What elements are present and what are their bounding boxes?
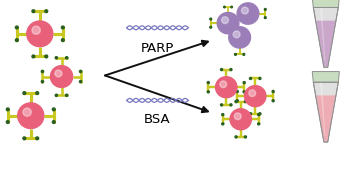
Circle shape bbox=[220, 104, 223, 106]
Text: BSA: BSA bbox=[144, 113, 171, 126]
Text: PARP: PARP bbox=[141, 41, 174, 55]
Circle shape bbox=[80, 70, 82, 73]
Circle shape bbox=[220, 81, 227, 88]
Circle shape bbox=[66, 94, 68, 96]
Circle shape bbox=[52, 121, 55, 123]
Circle shape bbox=[41, 70, 43, 73]
Circle shape bbox=[222, 17, 228, 23]
Circle shape bbox=[45, 10, 48, 13]
Circle shape bbox=[215, 77, 237, 98]
Circle shape bbox=[23, 92, 26, 95]
Circle shape bbox=[241, 7, 248, 14]
Circle shape bbox=[55, 94, 58, 96]
Circle shape bbox=[224, 6, 225, 8]
Circle shape bbox=[7, 108, 9, 111]
Circle shape bbox=[7, 121, 9, 123]
Circle shape bbox=[16, 39, 18, 41]
Circle shape bbox=[244, 86, 266, 107]
Circle shape bbox=[55, 70, 62, 77]
Circle shape bbox=[80, 80, 82, 83]
Circle shape bbox=[259, 113, 261, 115]
Polygon shape bbox=[316, 21, 336, 67]
Circle shape bbox=[18, 103, 44, 129]
Circle shape bbox=[222, 123, 224, 125]
Circle shape bbox=[258, 123, 260, 125]
Circle shape bbox=[222, 114, 224, 116]
Circle shape bbox=[259, 77, 261, 79]
Polygon shape bbox=[320, 8, 325, 61]
Circle shape bbox=[207, 82, 209, 84]
Circle shape bbox=[32, 26, 40, 34]
Circle shape bbox=[23, 108, 31, 116]
Circle shape bbox=[237, 3, 259, 24]
Circle shape bbox=[230, 109, 252, 130]
Circle shape bbox=[230, 69, 232, 70]
Circle shape bbox=[32, 10, 35, 13]
Circle shape bbox=[235, 136, 237, 138]
Circle shape bbox=[52, 108, 55, 111]
Circle shape bbox=[229, 27, 251, 48]
Circle shape bbox=[16, 26, 18, 29]
Circle shape bbox=[62, 26, 64, 29]
Circle shape bbox=[210, 26, 212, 28]
Circle shape bbox=[233, 31, 240, 38]
Circle shape bbox=[236, 90, 238, 93]
Polygon shape bbox=[312, 72, 340, 82]
Circle shape bbox=[236, 100, 238, 102]
Circle shape bbox=[230, 104, 232, 106]
Circle shape bbox=[45, 55, 48, 58]
Polygon shape bbox=[312, 0, 340, 7]
Circle shape bbox=[258, 114, 260, 116]
Circle shape bbox=[55, 57, 58, 59]
Circle shape bbox=[217, 12, 239, 34]
Circle shape bbox=[41, 80, 43, 83]
Circle shape bbox=[235, 101, 237, 103]
Circle shape bbox=[234, 113, 241, 120]
Circle shape bbox=[249, 77, 252, 79]
Polygon shape bbox=[316, 95, 336, 141]
Circle shape bbox=[249, 90, 256, 96]
Polygon shape bbox=[313, 82, 338, 142]
Circle shape bbox=[207, 91, 209, 93]
Circle shape bbox=[62, 39, 64, 41]
Circle shape bbox=[249, 113, 252, 115]
Circle shape bbox=[243, 91, 245, 93]
Circle shape bbox=[244, 136, 247, 138]
Circle shape bbox=[264, 17, 266, 19]
Circle shape bbox=[220, 69, 223, 70]
Circle shape bbox=[27, 21, 53, 47]
Circle shape bbox=[231, 6, 232, 8]
Circle shape bbox=[36, 137, 39, 140]
Circle shape bbox=[272, 90, 274, 93]
Polygon shape bbox=[313, 7, 338, 67]
Circle shape bbox=[23, 137, 26, 140]
Circle shape bbox=[36, 92, 39, 95]
Circle shape bbox=[50, 66, 73, 87]
Circle shape bbox=[264, 9, 266, 10]
Circle shape bbox=[272, 100, 274, 102]
Circle shape bbox=[32, 55, 35, 58]
Circle shape bbox=[244, 101, 247, 103]
Circle shape bbox=[210, 18, 212, 20]
Circle shape bbox=[243, 54, 245, 55]
Circle shape bbox=[243, 82, 245, 84]
Circle shape bbox=[66, 57, 68, 59]
Polygon shape bbox=[320, 83, 325, 136]
Circle shape bbox=[235, 54, 236, 55]
